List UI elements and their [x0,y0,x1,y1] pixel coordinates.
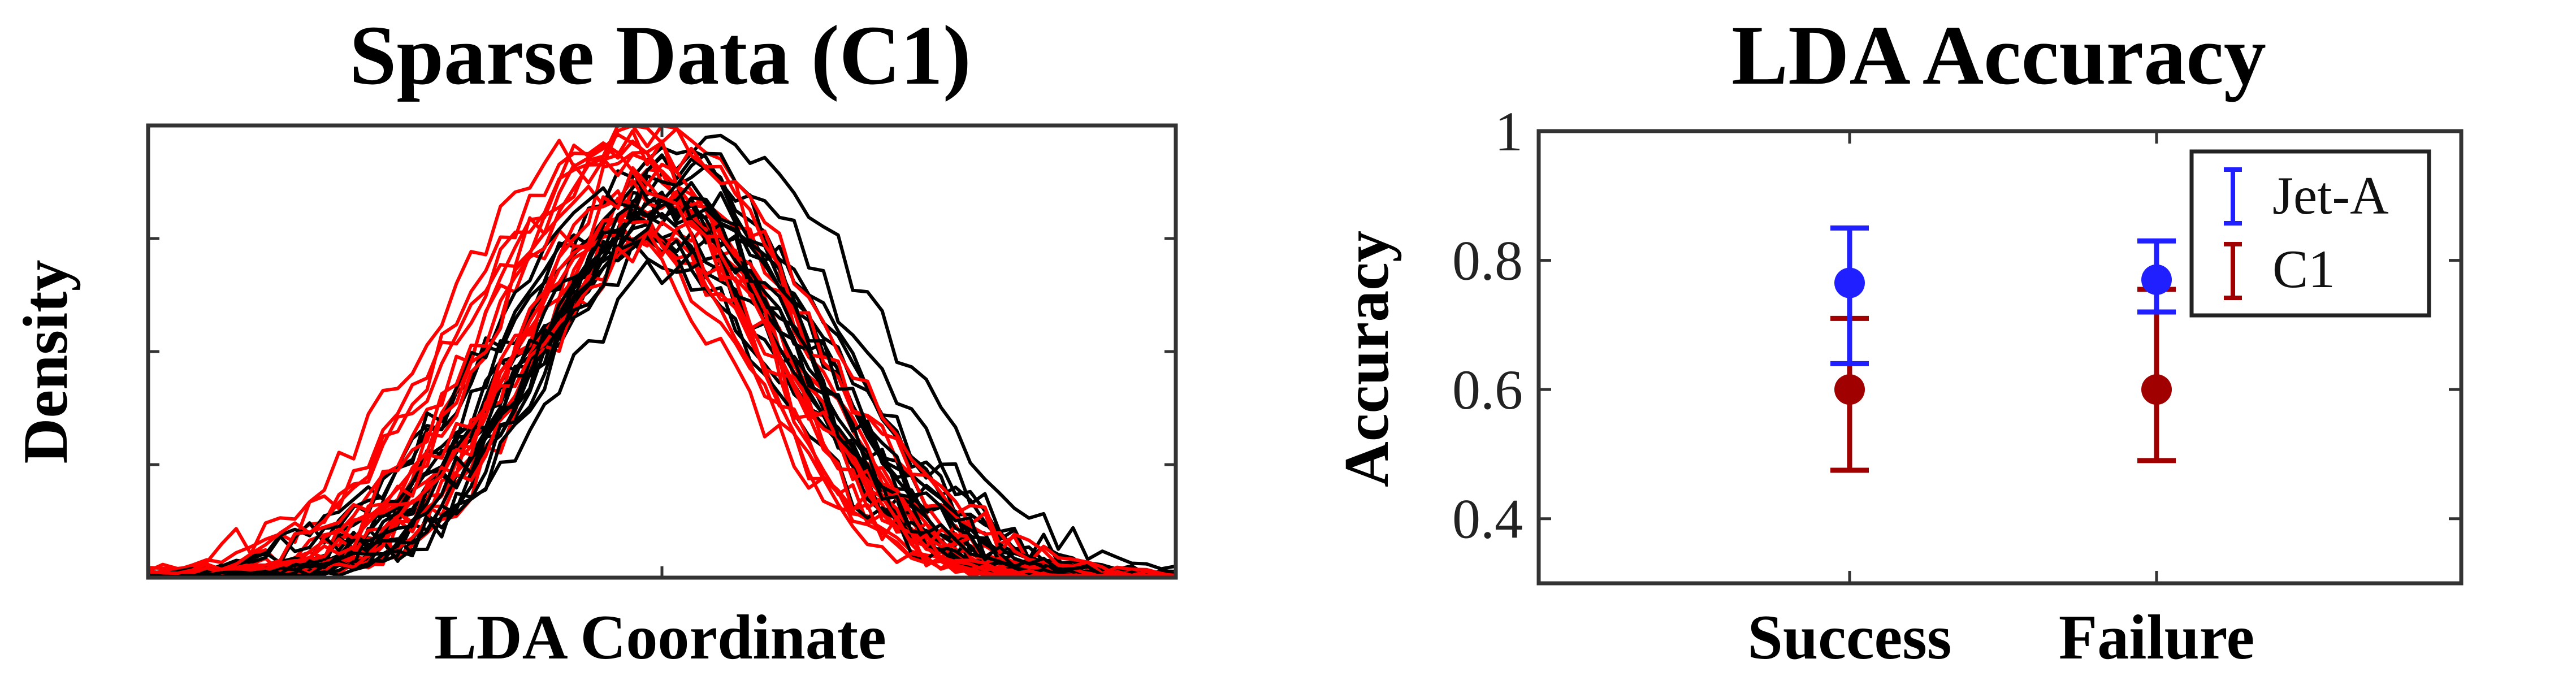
legend-marker-c1 [2224,242,2242,300]
left-axis-ticks [148,125,1176,578]
right-y-axis-label: Accuracy [1332,231,1402,487]
density-curve-black-18 [148,190,1176,577]
density-curve-red-17 [148,219,1176,577]
density-curve-red-16 [148,146,1176,577]
point-c1-success [1834,374,1865,405]
right-x-category-label: Success [1748,603,1952,673]
legend-item-c1: C1 [2224,239,2335,300]
left-density-curves [147,124,1176,577]
right-chart: LDA Accuracy Accuracy 0.4 0.6 0.8 1 Success F… [1332,8,2464,673]
point-jet-a-failure [2141,264,2172,295]
left-x-axis-label: LDA Coordinate [434,603,886,673]
right-y-tick-label: 0.6 [1452,358,1523,421]
legend-item-jet-a: Jet-A [2224,166,2389,226]
left-chart-title: Sparse Data (C1) [349,8,971,102]
right-x-category-label: Failure [2059,603,2254,673]
right-y-tick-label: 1 [1495,100,1523,163]
left-chart: Sparse Data (C1) LDA Coordinate Density [11,8,1178,673]
right-chart-title: LDA Accuracy [1731,8,2266,102]
density-curve-red-19 [148,141,1176,577]
density-curve-red-15 [148,129,1176,577]
left-y-axis-label: Density [11,260,81,464]
legend-label-jet-a: Jet-A [2272,166,2389,226]
right-y-tick-label: 0.8 [1452,229,1523,292]
legend: Jet-A C1 [2189,149,2431,318]
point-c1-failure [2141,374,2172,405]
right-y-tick-label: 0.4 [1452,488,1523,551]
right-plot-frame [1536,129,2464,586]
right-errorbar-marks [1830,225,2176,473]
legend-marker-jet-a [2224,167,2242,226]
right-axis-ticks: 0.4 0.6 0.8 1 Success Failure [1452,100,2461,673]
density-curve-black-15 [148,167,1176,577]
legend-label-c1: C1 [2272,239,2335,299]
point-jet-a-success [1834,267,1865,298]
